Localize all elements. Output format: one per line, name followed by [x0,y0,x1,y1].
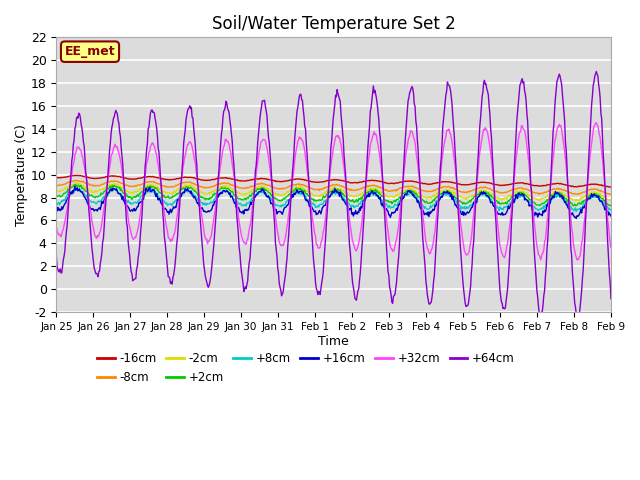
-8cm [607,192,615,197]
+16cm [418,207,426,213]
+16cm [177,194,184,200]
-8cm [120,181,128,187]
-2cm [402,187,410,193]
+64cm [607,296,615,301]
Y-axis label: Temperature (C): Temperature (C) [15,124,28,226]
-16cm [206,178,214,183]
+64cm [205,283,213,288]
+16cm [120,198,128,204]
-16cm [177,175,184,181]
-8cm [206,184,214,190]
+2cm [72,181,79,187]
+2cm [607,203,615,209]
-16cm [402,178,410,184]
+2cm [418,196,426,202]
-16cm [52,175,60,180]
Text: EE_met: EE_met [65,45,115,58]
-2cm [120,187,128,192]
+32cm [573,257,581,263]
-8cm [71,178,79,183]
Title: Soil/Water Temperature Set 2: Soil/Water Temperature Set 2 [212,15,456,33]
+16cm [607,213,615,219]
-2cm [575,198,583,204]
-2cm [52,188,60,193]
-16cm [120,175,128,181]
Line: -16cm: -16cm [56,175,611,187]
+32cm [401,160,409,166]
+64cm [52,254,60,260]
+2cm [570,203,577,209]
-2cm [177,184,184,190]
X-axis label: Time: Time [318,335,349,348]
+32cm [52,224,60,229]
+64cm [573,317,581,323]
-2cm [607,197,615,203]
+8cm [402,192,410,198]
+64cm [401,141,409,146]
-2cm [72,180,80,186]
-8cm [574,192,582,197]
-16cm [63,174,70,180]
+2cm [52,194,60,200]
+2cm [63,189,70,195]
Line: +64cm: +64cm [56,72,611,320]
+64cm [593,69,600,74]
+8cm [572,209,580,215]
Line: -8cm: -8cm [56,180,611,194]
Line: +16cm: +16cm [56,187,611,218]
-2cm [418,193,426,199]
+32cm [607,244,615,250]
+64cm [63,228,70,234]
-2cm [206,191,214,196]
+16cm [63,198,70,204]
-8cm [418,188,426,193]
+2cm [206,195,214,201]
+8cm [120,197,128,203]
+8cm [52,201,60,207]
+8cm [206,201,214,206]
+32cm [593,120,600,125]
+8cm [418,202,426,208]
-8cm [63,181,70,187]
+8cm [177,192,184,198]
-16cm [607,184,615,190]
Line: -2cm: -2cm [56,183,611,201]
-2cm [63,184,70,190]
Line: +8cm: +8cm [56,188,611,212]
-16cm [74,172,81,178]
+32cm [176,193,184,199]
+8cm [110,185,118,191]
+32cm [120,179,127,185]
Line: +32cm: +32cm [56,122,611,260]
+8cm [607,207,615,213]
+16cm [52,208,60,214]
-8cm [402,184,410,190]
+32cm [63,210,70,216]
Line: +2cm: +2cm [56,184,611,206]
+8cm [63,194,70,200]
+16cm [71,184,79,190]
-16cm [418,180,426,186]
+16cm [206,208,214,214]
+64cm [120,175,127,180]
+2cm [177,187,184,193]
Legend: -16cm, -8cm, -2cm, +2cm, +8cm, +16cm, +32cm, +64cm: -16cm, -8cm, -2cm, +2cm, +8cm, +16cm, +3… [92,347,520,388]
+16cm [402,191,410,197]
+32cm [417,195,425,201]
-8cm [52,182,60,188]
+16cm [572,216,580,221]
-8cm [177,181,184,187]
+32cm [205,239,213,244]
+2cm [120,191,128,196]
+64cm [176,201,184,207]
+64cm [417,206,425,212]
+2cm [402,189,410,195]
